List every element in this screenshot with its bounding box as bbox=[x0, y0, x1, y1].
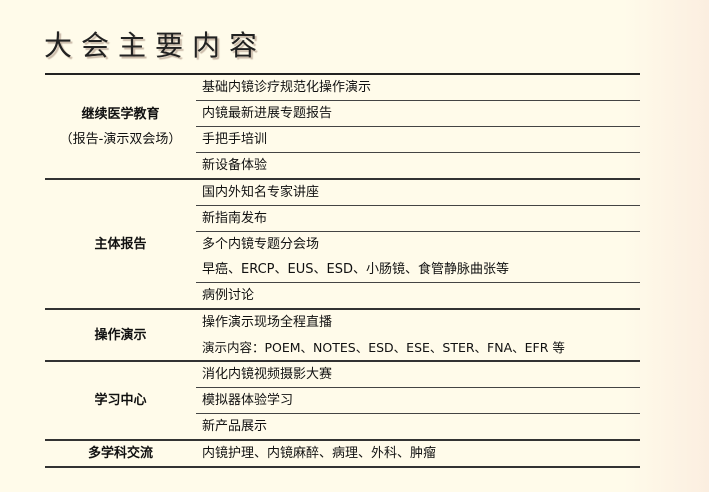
list-item: 多个内镜专题分会场 bbox=[202, 237, 320, 252]
list-item: 内镜最新进展专题报告 bbox=[196, 101, 640, 127]
list-item: 新产品展示 bbox=[202, 419, 268, 434]
list-item: 消化内镜视频摄影大赛 bbox=[196, 362, 640, 388]
list-item: 手把手培训 bbox=[196, 127, 640, 153]
group-demo: 操作演示 操作演示现场全程直播 演示内容：POEM、NOTES、ESD、ESE、… bbox=[45, 310, 640, 362]
list-item: 基础内镜诊疗规范化操作演示 bbox=[196, 75, 640, 101]
list-item: 病例讨论 bbox=[202, 288, 255, 303]
group-cme: 继续医学教育 （报告-演示双会场） 基础内镜诊疗规范化操作演示 内镜最新进展专题… bbox=[45, 75, 640, 180]
list-item: 新设备体验 bbox=[202, 158, 268, 173]
group-label: 操作演示 bbox=[94, 327, 147, 343]
list-item: 模拟器体验学习 bbox=[196, 388, 640, 414]
list-item: 国内外知名专家讲座 bbox=[196, 180, 640, 206]
page-title: 大会主要内容 bbox=[44, 29, 267, 62]
group-label: 主体报告 bbox=[94, 236, 147, 252]
list-item: 演示内容：POEM、NOTES、ESD、ESE、STER、FNA、EFR 等 bbox=[202, 340, 565, 355]
list-item: 早癌、ERCP、EUS、ESD、小肠镜、食管静脉曲张等 bbox=[196, 257, 640, 283]
group-multidisciplinary: 多学科交流 内镜护理、内镜麻醉、病理、外科、肿瘤 bbox=[45, 441, 640, 468]
group-label: 继续医学教育 bbox=[81, 106, 160, 122]
list-item: 新指南发布 bbox=[196, 206, 640, 232]
group-learning-center: 学习中心 消化内镜视频摄影大赛 模拟器体验学习 新产品展示 bbox=[45, 362, 640, 441]
group-sublabel: （报告-演示双会场） bbox=[59, 131, 182, 147]
content-table: 继续医学教育 （报告-演示双会场） 基础内镜诊疗规范化操作演示 内镜最新进展专题… bbox=[45, 73, 640, 468]
list-item: 操作演示现场全程直播 bbox=[202, 315, 333, 330]
group-label: 学习中心 bbox=[94, 393, 147, 408]
list-item: 内镜护理、内镜麻醉、病理、外科、肿瘤 bbox=[202, 446, 437, 461]
group-label: 多学科交流 bbox=[87, 446, 153, 461]
group-main-report: 主体报告 国内外知名专家讲座 新指南发布 多个内镜专题分会场 早癌、ERCP、E… bbox=[45, 180, 640, 310]
